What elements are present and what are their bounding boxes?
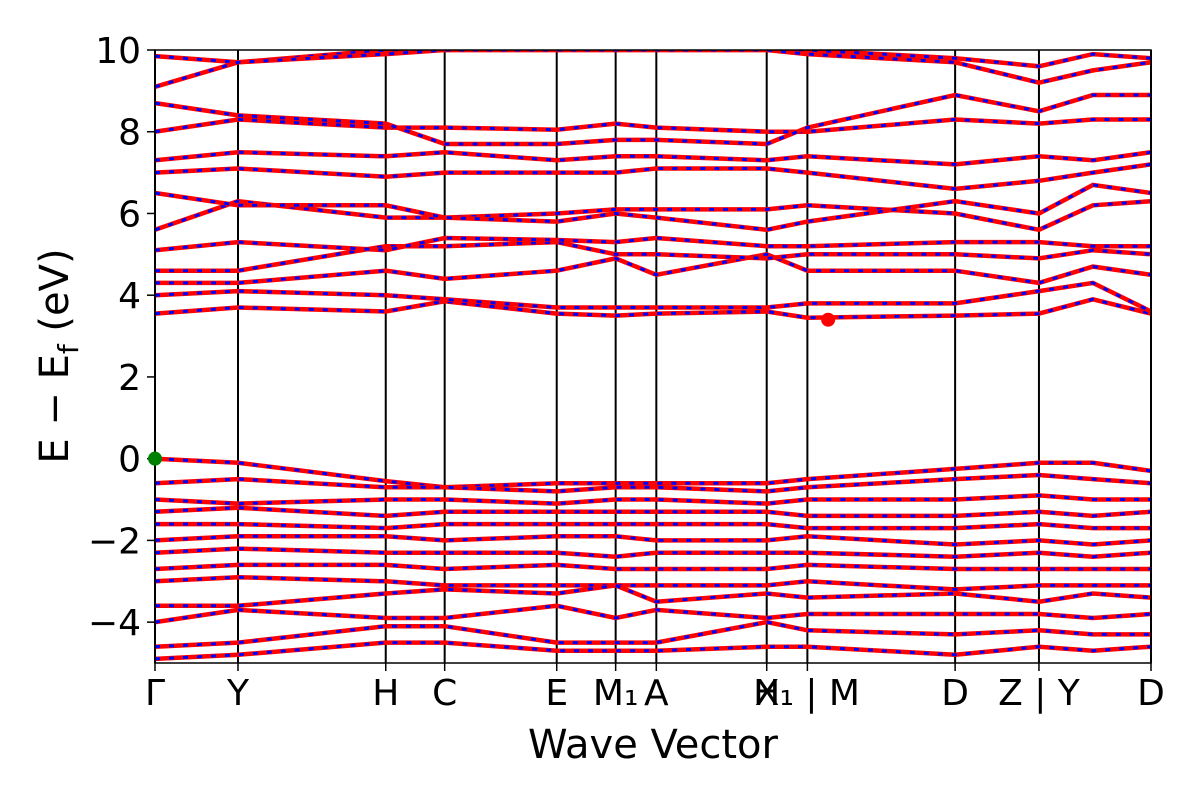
- band-line: [155, 562, 1151, 572]
- y-label-main: E − E: [32, 354, 78, 464]
- band-line: [155, 574, 1151, 592]
- band-line-dashed: [155, 547, 1151, 559]
- x-tick-label: Γ: [145, 673, 165, 714]
- band-line: [155, 162, 1151, 192]
- band-line: [155, 505, 1151, 519]
- x-tick-label: D: [1137, 673, 1165, 714]
- band-line-dashed: [155, 240, 1151, 273]
- band-line-dashed: [155, 93, 1151, 146]
- x-tick-label: E: [545, 673, 568, 714]
- band-line-dashed: [155, 199, 1151, 232]
- band-line-dashed: [155, 506, 1151, 518]
- x-tick-label: M₁: [593, 673, 639, 714]
- y-tick-label: 2: [118, 358, 141, 399]
- band-line: [155, 603, 1151, 625]
- band-line: [155, 149, 1151, 167]
- band-line-dashed: [155, 236, 1151, 252]
- band-line: [155, 546, 1151, 559]
- y-tick-label: −4: [88, 603, 141, 644]
- x-tick-label: C: [432, 673, 457, 714]
- band-line-dashed: [155, 583, 1151, 608]
- band-line-dashed: [155, 473, 1151, 493]
- band-line: [155, 92, 1151, 147]
- band-line-dashed: [155, 150, 1151, 166]
- x-tick-label: Z | Y: [998, 673, 1081, 714]
- band-line-dashed: [155, 162, 1151, 191]
- band-line-dashed: [155, 183, 1151, 232]
- y-label-sub: f: [52, 343, 85, 354]
- band-line-dashed: [155, 575, 1151, 591]
- x-tick-label: H: [753, 673, 780, 714]
- band-line: [155, 235, 1151, 253]
- band-line-dashed: [155, 457, 1151, 489]
- x-tick-label: H: [372, 673, 399, 714]
- y-axis-label: E − Ef (eV): [32, 248, 85, 463]
- y-tick-label: 10: [95, 31, 141, 72]
- band-line: [155, 640, 1151, 662]
- band-line: [155, 50, 1151, 89]
- x-tick-label: D: [941, 673, 969, 714]
- band-line-dashed: [155, 493, 1151, 506]
- x-axis-label: Wave Vector: [528, 722, 779, 768]
- x-tick-label: Y: [226, 673, 250, 714]
- band-line-dashed: [155, 563, 1151, 571]
- band-line-dashed: [155, 252, 1151, 285]
- y-tick-label: 6: [118, 194, 141, 235]
- plot-frame: [154, 49, 1152, 664]
- band-line: [155, 619, 1151, 649]
- y-label-unit: (eV): [32, 248, 78, 344]
- x-tick-label: X₁ | M: [755, 673, 860, 714]
- y-tick-label: 8: [118, 113, 141, 154]
- band-line: [155, 534, 1151, 547]
- band-line-dashed: [155, 297, 1151, 320]
- band-line-dashed: [155, 117, 1151, 134]
- band-edge-point: [821, 312, 836, 327]
- y-tick-label: 0: [118, 440, 141, 481]
- y-tick-label: 4: [118, 276, 141, 317]
- bands: [155, 50, 1151, 662]
- y-tick-label: −2: [88, 521, 141, 562]
- band-line: [155, 521, 1151, 531]
- x-tick-label: A: [644, 673, 669, 714]
- band-line: [155, 493, 1151, 506]
- band-line-dashed: [155, 281, 1151, 313]
- band-line-dashed: [155, 641, 1151, 661]
- band-line-dashed: [155, 522, 1151, 530]
- band-edge-point: [148, 451, 162, 466]
- band-line-dashed: [155, 534, 1151, 547]
- band-line-dashed: [155, 50, 1151, 68]
- band-line-dashed: [155, 604, 1151, 624]
